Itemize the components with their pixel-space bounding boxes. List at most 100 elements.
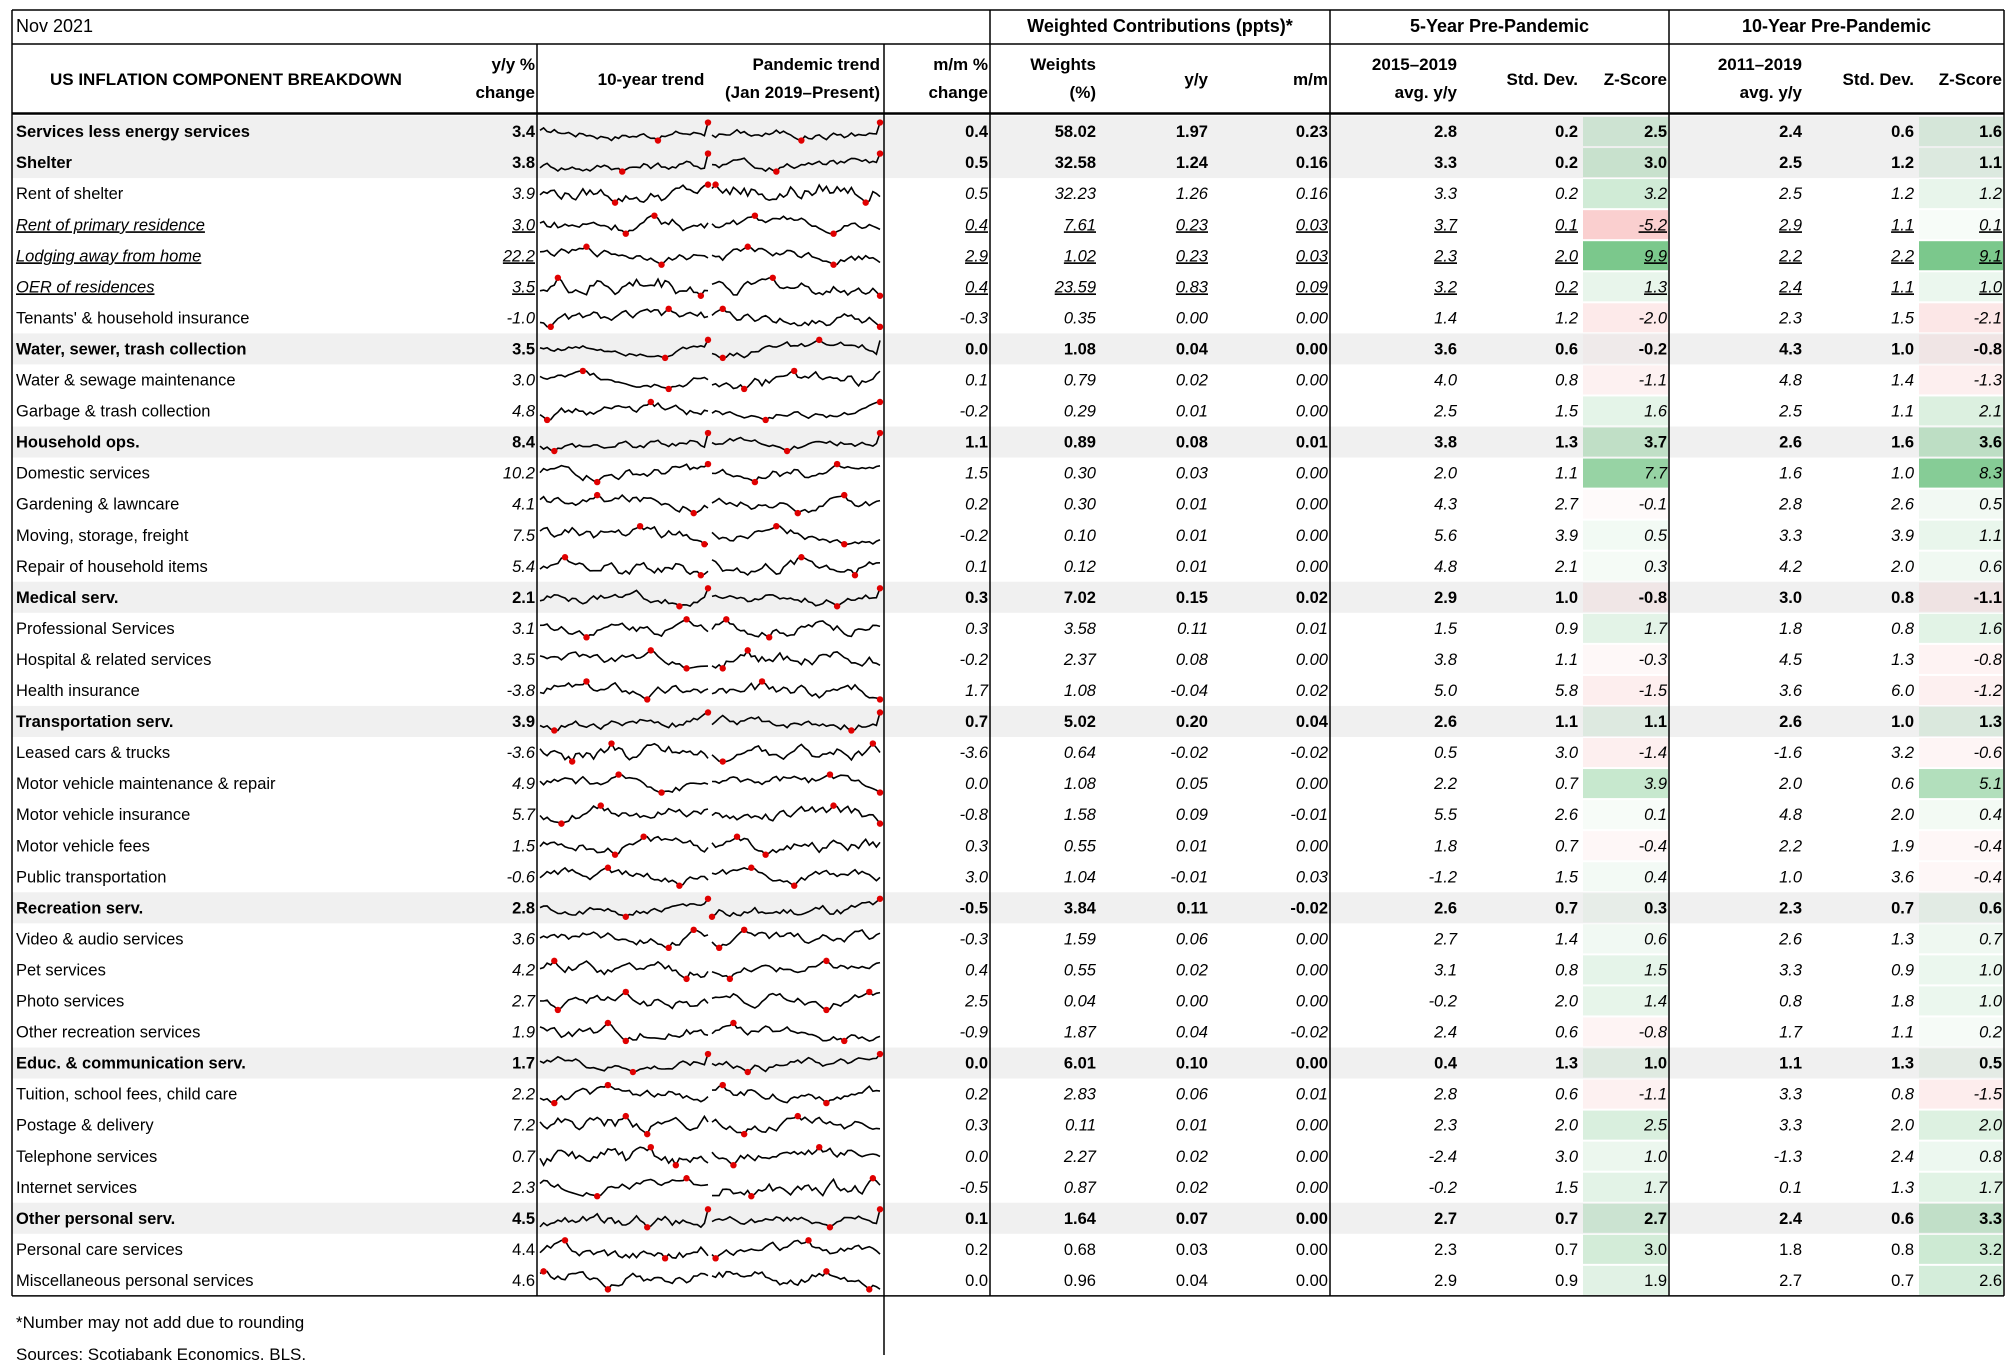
z10-cell-shade xyxy=(1919,427,2003,457)
trend10-sparkline xyxy=(539,276,709,298)
sparkline-marker xyxy=(665,385,672,393)
table-row: Motor vehicle insurance 5.7 -0.8 1.58 0.09 -0… xyxy=(16,806,2002,824)
std10: 1.5 xyxy=(1891,309,1915,327)
z10: 3.3 xyxy=(1979,1210,2002,1228)
avg5: 3.3 xyxy=(1434,154,1457,172)
z5-cell-shade xyxy=(1583,117,1668,147)
trend10-sparkline xyxy=(539,400,709,421)
weight: 2.27 xyxy=(1063,1148,1097,1166)
sparkline-marker xyxy=(773,168,780,175)
header-w-yy: y/y xyxy=(1184,70,1208,89)
weighted-yy: 0.08 xyxy=(1176,434,1208,452)
header-weights: Weights xyxy=(1030,55,1096,74)
sparkline-marker xyxy=(704,150,712,157)
z5: -1.4 xyxy=(1639,744,1667,762)
sparkline-marker xyxy=(744,1068,751,1076)
z10: -1.2 xyxy=(1974,682,2002,700)
weight: 0.10 xyxy=(1064,527,1097,545)
mm-change: 0.4 xyxy=(965,961,988,979)
avg10: 4.8 xyxy=(1779,806,1803,824)
z10: -1.3 xyxy=(1974,372,2003,390)
trend10-sparkline xyxy=(539,493,709,514)
table-row: Repair of household items 5.4 0.1 0.12 0.01 0… xyxy=(16,558,2003,576)
sparkline-marker xyxy=(715,944,723,952)
z10: 1.1 xyxy=(1979,527,2002,545)
avg5: 4.8 xyxy=(1434,558,1458,576)
avg5: 2.8 xyxy=(1434,123,1457,141)
std5: 2.7 xyxy=(1554,496,1579,514)
z5-cell-shade xyxy=(1583,706,1668,736)
std10: 1.4 xyxy=(1891,372,1914,390)
std5: 0.2 xyxy=(1555,123,1578,141)
z10: 0.6 xyxy=(1979,558,2003,576)
z10: -0.6 xyxy=(1974,744,2003,762)
sparkline-marker xyxy=(704,585,712,592)
std10: 0.8 xyxy=(1891,620,1915,638)
table-row: Household ops. 8.4 1.1 0.89 0.08 0.01 3.8 1.3 3.… xyxy=(16,434,2002,452)
weighted-yy: 0.06 xyxy=(1176,930,1209,948)
z5-cell-shade xyxy=(1583,800,1668,830)
sparkline-marker xyxy=(622,1037,629,1045)
z5-cell-shade xyxy=(1583,1110,1668,1140)
yy-change: 3.4 xyxy=(512,123,536,141)
mm-change: 0.3 xyxy=(965,1117,989,1135)
mm-change: 0.4 xyxy=(965,278,988,296)
std10: 2.0 xyxy=(1890,558,1915,576)
table-row: Medical serv. 2.1 0.3 7.02 0.15 0.02 2.9 1.0 -0.… xyxy=(16,589,2002,607)
z10: 1.6 xyxy=(1979,123,2002,141)
pandemic-sparkline xyxy=(711,122,881,142)
sparkline-marker xyxy=(740,926,748,934)
header-component: US INFLATION COMPONENT BREAKDOWN xyxy=(50,70,402,89)
avg10: 1.8 xyxy=(1779,1241,1802,1259)
weighted-yy: 0.01 xyxy=(1176,837,1208,855)
yy-change: 3.8 xyxy=(512,154,535,172)
pandemic-sparkline xyxy=(711,214,881,235)
z5-cell-shade xyxy=(1583,334,1668,364)
std5: 2.6 xyxy=(1554,806,1579,824)
sparkline-marker xyxy=(583,634,590,641)
avg10: 4.5 xyxy=(1779,651,1803,669)
std10: 1.3 xyxy=(1891,1055,1914,1073)
table-row: Gardening & lawncare 4.1 0.2 0.30 0.01 0.00 4.… xyxy=(16,496,2003,514)
std10: 1.3 xyxy=(1891,651,1915,669)
row-label: Motor vehicle fees xyxy=(16,837,150,855)
sparkline-marker xyxy=(830,230,837,237)
header-weights-2: (%) xyxy=(1070,83,1096,102)
weighted-mm: 0.03 xyxy=(1296,868,1329,886)
weighted-yy: 1.24 xyxy=(1176,154,1209,172)
avg10: 2.9 xyxy=(1778,216,1802,234)
header-yy-2: change xyxy=(475,83,535,102)
sparkline-marker xyxy=(869,740,877,747)
sparkline-marker xyxy=(876,585,884,592)
pandemic-sparkline xyxy=(711,680,881,701)
avg10: 3.3 xyxy=(1779,961,1803,979)
weighted-mm: 0.01 xyxy=(1296,434,1328,452)
z10-cell-shade xyxy=(1919,924,2003,954)
sparkline-marker xyxy=(833,460,841,468)
sparkline-marker xyxy=(644,696,651,703)
weighted-mm: 0.00 xyxy=(1296,651,1329,669)
weighted-yy: 0.83 xyxy=(1176,278,1209,296)
weighted-mm: 0.03 xyxy=(1296,247,1329,265)
weighted-yy: 0.23 xyxy=(1176,216,1209,234)
row-label: Health insurance xyxy=(16,682,140,700)
yy-change: 1.9 xyxy=(512,1024,535,1042)
sparkline-marker xyxy=(876,398,884,406)
avg10: 0.1 xyxy=(1779,1179,1802,1197)
sparkline-marker xyxy=(704,709,712,716)
weighted-mm: 0.00 xyxy=(1296,403,1329,421)
sparkline-marker xyxy=(622,1112,629,1120)
std5: 1.0 xyxy=(1555,589,1578,607)
sparkline-marker xyxy=(665,944,672,952)
avg10: -1.6 xyxy=(1774,744,1803,762)
std10: 1.0 xyxy=(1891,465,1915,483)
weighted-mm: -0.01 xyxy=(1290,806,1328,824)
z10: 1.0 xyxy=(1979,993,2003,1011)
table-row: Rent of shelter 3.9 0.5 32.23 1.26 0.16 3.3 0.2… xyxy=(16,185,2002,203)
weighted-mm: 0.00 xyxy=(1296,1241,1328,1259)
sparkline-marker xyxy=(629,1068,637,1076)
trend10-sparkline xyxy=(539,1239,709,1260)
std5: 3.9 xyxy=(1555,527,1578,545)
pandemic-sparkline xyxy=(711,588,881,608)
row-label: Educ. & communication serv. xyxy=(16,1055,246,1073)
